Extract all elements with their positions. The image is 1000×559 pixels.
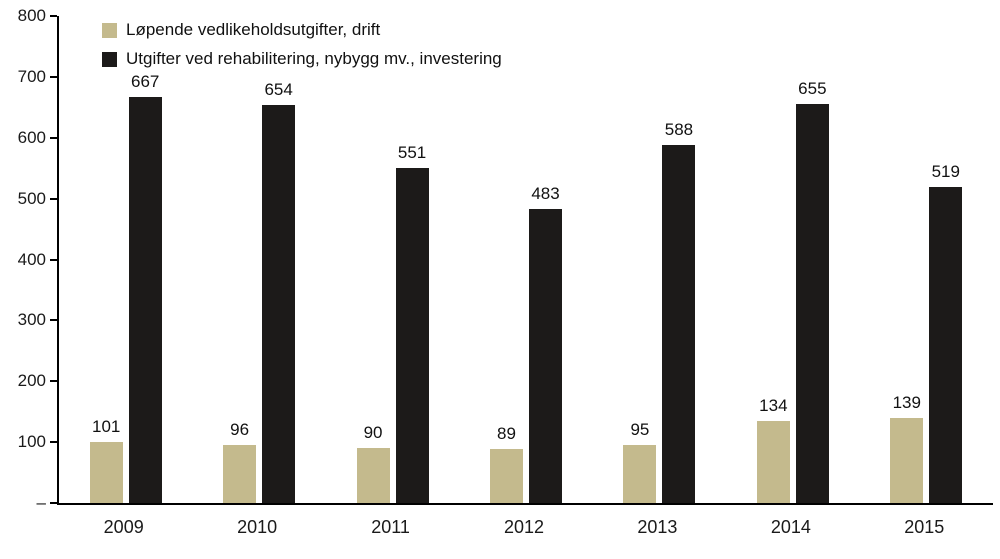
x-category-label: 2010 [237, 517, 278, 537]
bar-2010-series1 [262, 104, 296, 503]
value-label: 667 [131, 71, 160, 91]
legend-label: Utgifter ved rehabilitering, nybygg mv.,… [126, 49, 502, 68]
y-tick-label: – [36, 493, 46, 512]
bar-2009-series1 [128, 96, 162, 503]
y-tick-label: 200 [17, 371, 46, 391]
bar-2009-series0 [89, 441, 123, 503]
value-label: 654 [264, 79, 293, 99]
value-label: 95 [630, 420, 650, 440]
legend-swatch [102, 22, 117, 38]
bar-2015-series1 [929, 187, 963, 503]
bar-2013-series1 [662, 145, 696, 503]
y-tick-mark [50, 319, 57, 322]
x-category-label: 2014 [770, 517, 811, 537]
plot-area: Løpende vedlikeholdsutgifter, drift Utgif… [57, 16, 993, 505]
value-label: 139 [892, 393, 921, 413]
value-label: 588 [664, 120, 694, 140]
value-label: 90 [363, 423, 383, 443]
bar-2013-series0 [623, 445, 657, 503]
x-category-label: 2009 [103, 517, 144, 537]
value-label: 96 [230, 419, 250, 439]
bar-2010-series0 [223, 444, 257, 503]
y-tick-mark [50, 258, 57, 261]
bar-2011-series0 [356, 448, 390, 503]
y-tick-mark [50, 136, 57, 139]
value-label: 134 [759, 396, 788, 416]
value-label: 483 [531, 183, 560, 203]
y-tick-label: 600 [17, 127, 46, 147]
y-tick-label: 300 [17, 310, 46, 330]
y-tick-mark [50, 75, 57, 78]
y-tick-label: 400 [17, 249, 46, 269]
bar-2012-series1 [529, 208, 562, 503]
bar-2014-series0 [756, 421, 790, 503]
x-category-label: 2015 [904, 517, 945, 537]
value-label: 101 [92, 416, 121, 436]
x-category-label: 2011 [371, 517, 410, 537]
bar-2012-series0 [490, 448, 523, 503]
value-label: 551 [397, 142, 427, 162]
value-label: 89 [497, 423, 516, 443]
y-tick-label: 100 [17, 432, 46, 452]
bar-2015-series0 [890, 418, 924, 503]
value-label: 519 [931, 162, 960, 182]
y-tick-mark [50, 197, 57, 200]
legend-item: Utgifter ved rehabilitering, nybygg mv.,… [102, 49, 502, 69]
x-category-label: 2013 [637, 517, 678, 537]
x-category-label: 2012 [503, 517, 545, 537]
y-tick-mark [50, 380, 57, 383]
y-tick-label: 700 [17, 66, 46, 86]
legend-label: Løpende vedlikeholdsutgifter, drift [126, 20, 381, 39]
y-tick-label: 500 [17, 188, 46, 208]
legend: Løpende vedlikeholdsutgifter, drift Utgif… [102, 20, 502, 69]
y-tick-mark [50, 441, 57, 444]
y-tick-label: 800 [17, 6, 46, 25]
y-tick-mark [50, 15, 57, 17]
legend-swatch [102, 51, 117, 67]
y-tick-mark [50, 502, 57, 504]
legend-item: Løpende vedlikeholdsutgifter, drift [102, 20, 502, 40]
bar-2011-series1 [395, 167, 429, 503]
value-label: 655 [798, 79, 827, 99]
bar-2014-series1 [795, 104, 829, 503]
